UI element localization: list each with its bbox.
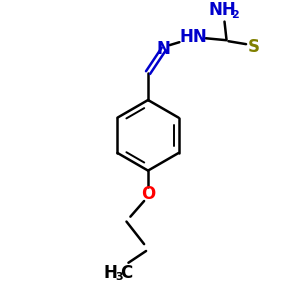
Text: 2: 2: [231, 10, 239, 20]
Text: C: C: [120, 264, 133, 282]
Text: N: N: [157, 40, 171, 58]
Text: 3: 3: [115, 272, 122, 283]
Text: O: O: [141, 185, 155, 203]
Text: HN: HN: [179, 28, 207, 46]
Text: NH: NH: [209, 1, 236, 19]
Text: S: S: [248, 38, 260, 56]
Text: H: H: [104, 264, 118, 282]
